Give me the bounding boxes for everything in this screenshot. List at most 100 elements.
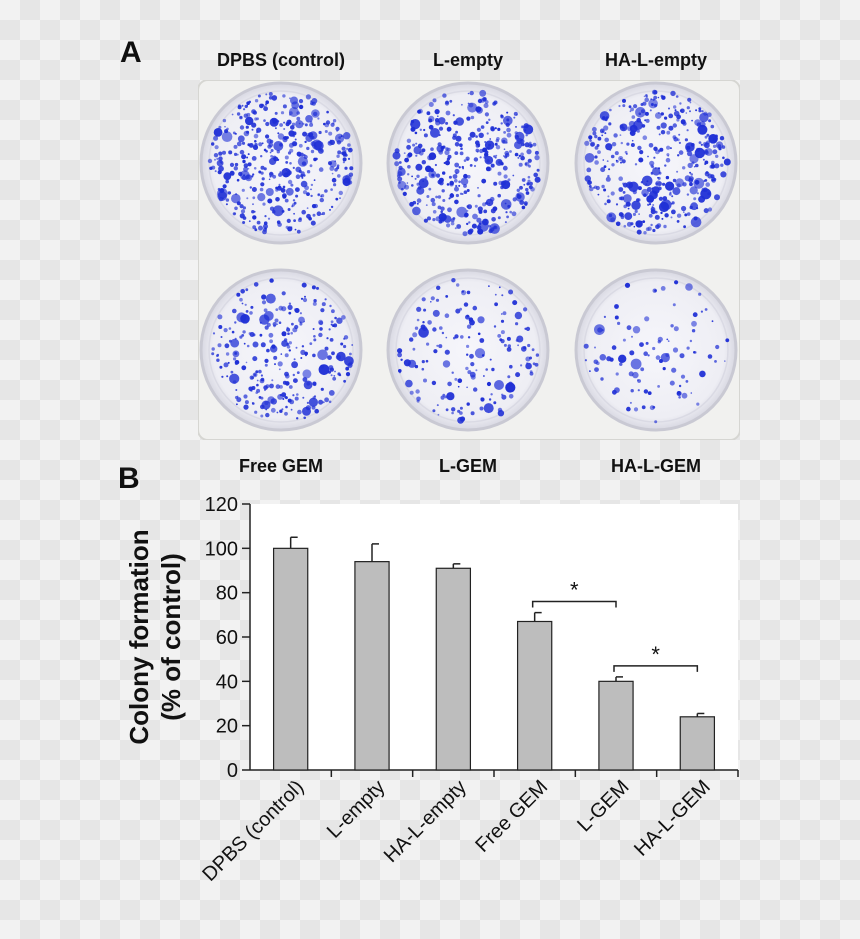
colony-dot [252,144,259,150]
colony-dot [458,184,461,187]
colony-dot [282,398,285,400]
colony-dot [435,216,441,222]
colony-dot [678,150,684,155]
colony-dot [286,326,289,329]
colony-dot [678,384,682,388]
colony-dot [226,127,229,131]
colony-dot [462,231,468,237]
colony-dot [662,182,666,186]
colony-dot [502,311,507,316]
colony-dot [697,124,708,135]
colony-dot [706,133,710,137]
colony-dot [621,159,626,164]
colony-dot [239,204,244,209]
colony-dot [592,127,597,132]
colony-dot [302,122,305,125]
colony-dot [328,365,334,370]
colony-dot [269,157,277,165]
colony-dot [672,303,676,307]
colony-dot [614,315,619,320]
plate-label-l-gem: L-GEM [439,456,497,476]
colony-dot [449,193,455,198]
colony-dot [618,176,623,181]
colony-dot [628,182,631,186]
colony-dot [478,222,482,225]
colony-dot [281,291,286,296]
colony-dot [665,181,675,191]
plate-label-ha-l-empty: HA-L-empty [605,50,707,70]
colony-dot [271,118,274,121]
colony-dot [594,155,598,159]
colony-dot [432,98,437,103]
colony-dot [687,97,692,102]
plate-label-free-gem: Free GEM [238,456,324,476]
colony-dot [234,321,237,324]
colony-dot [256,220,261,225]
colony-dot [624,282,631,288]
colony-dot [437,413,440,416]
significance-bracket [613,665,699,672]
colony-dot [721,145,726,149]
colony-dot [292,199,296,202]
colony-dot [647,391,652,395]
colony-dot [427,320,432,325]
colony-dot [466,158,469,161]
colony-dot [516,138,523,145]
colony-dot [640,367,645,372]
colony-dot [284,353,289,358]
colony-dot [703,208,709,214]
colony-dot [707,192,711,196]
colony-dot [643,95,646,98]
y-axis-title-line2: (% of control) [156,553,186,721]
colony-dot [403,152,406,154]
colony-dot [604,132,607,135]
colony-dot [454,162,460,168]
colony-dot [678,396,681,399]
colony-dot [330,205,334,209]
colony-dot [506,215,509,219]
colony-dot [601,130,604,133]
colony-dot [517,156,520,159]
colony-dot [236,292,241,297]
colony-dot [470,362,475,367]
colony-dot [318,364,330,375]
colony-dot [637,379,639,381]
colony-dot [418,108,423,114]
colony-dot [672,178,677,183]
colony-dot [243,404,249,410]
colony-dot [466,290,471,295]
colony-dot [503,174,508,179]
colony-dot [532,362,536,366]
colony-dot [250,305,254,309]
colony-dot [524,203,528,206]
colony-dot [461,103,463,106]
colony-dot [336,166,340,170]
colony-dot [330,122,335,127]
colony-dot [613,133,618,138]
colony-dot [647,155,649,158]
colony-dot [293,358,296,361]
colony-dot [606,212,617,223]
colony-dot [467,92,470,95]
colony-dot [310,220,316,226]
colony-dot [326,337,329,340]
colony-dot [324,130,328,133]
colony-dot [652,204,655,206]
colony-dot [440,210,443,214]
colony-dot [584,153,595,163]
colony-dot [324,346,329,351]
colony-dot [287,332,290,335]
colony-dot [262,202,266,206]
colony-dot [302,131,308,137]
colony-dot [328,161,332,166]
colony-dot [698,109,702,113]
colony-dot [675,95,679,98]
colony-dot [289,148,294,153]
colony-dot [525,191,530,195]
colony-dot [211,165,216,170]
colony-dot [288,142,294,148]
colony-dot [692,312,698,318]
colony-dot [632,190,637,195]
colony-dot [459,192,463,195]
colony-dot [347,157,351,160]
